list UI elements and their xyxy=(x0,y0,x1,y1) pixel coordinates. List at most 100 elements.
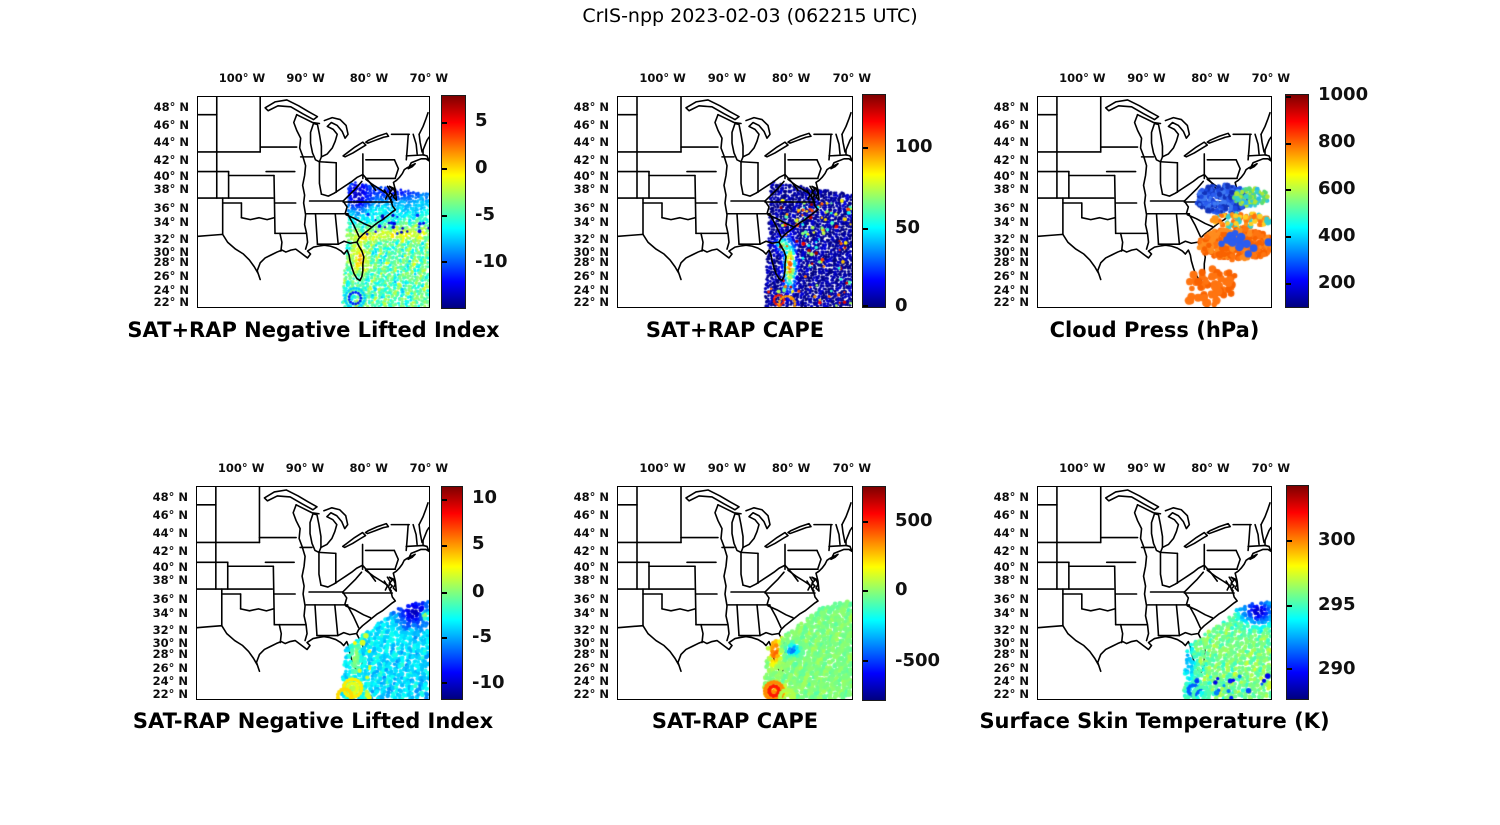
lon-tick-label: 90° W xyxy=(286,71,325,85)
lat-tick-label: 42° N xyxy=(993,543,1029,558)
colorbar-tick-mark xyxy=(442,544,447,547)
lat-tick-label: 46° N xyxy=(993,508,1029,523)
colorbar-tick-mark xyxy=(863,147,868,150)
colorbar-tick-label: 0 xyxy=(895,294,908,316)
lat-tick-label: 44° N xyxy=(993,135,1029,150)
lat-tick-label: 42° N xyxy=(152,543,188,558)
colorbar-tick-label: 50 xyxy=(895,217,921,239)
lon-tick-label: 100° W xyxy=(1059,71,1106,85)
lat-tick-label: 32° N xyxy=(573,623,609,638)
lat-tick-label: 30° N xyxy=(993,636,1029,651)
colorbar-tick-label: 10 xyxy=(472,487,498,509)
lon-tick-label: 70° W xyxy=(832,461,872,475)
lat-tick-label: 48° N xyxy=(573,100,609,115)
colorbar-tick-label: 1000 xyxy=(1318,83,1369,105)
lat-tick-label: 38° N xyxy=(573,573,609,588)
lat-tick-label: 32° N xyxy=(153,231,189,246)
lat-tick-label: 46° N xyxy=(993,118,1029,133)
colorbar-tick-label: 290 xyxy=(1318,657,1356,679)
lon-tick-label: 90° W xyxy=(1127,461,1166,475)
colorbar-tick-label: -10 xyxy=(472,672,505,694)
lat-tick-label: 26° N xyxy=(573,660,609,675)
lat-tick-label: 24° N xyxy=(573,282,609,297)
colorbar-tick-label: 200 xyxy=(1318,272,1356,294)
colorbar-tick-label: -5 xyxy=(475,203,495,225)
colorbar-tick-mark xyxy=(863,304,868,307)
lat-tick-label: 22° N xyxy=(573,294,609,309)
colorbar-gradient xyxy=(1286,95,1308,307)
lat-tick-label: 22° N xyxy=(993,294,1029,309)
lat-tick-label: 24° N xyxy=(993,282,1029,297)
lon-tick-label: 80° W xyxy=(349,461,388,475)
lat-tick-label: 26° N xyxy=(993,660,1029,675)
colorbar-tick-mark xyxy=(442,261,447,264)
satellite-data-swath xyxy=(618,487,852,699)
lat-tick-label: 30° N xyxy=(573,636,609,651)
lat-tick-label: 36° N xyxy=(573,592,609,607)
map-axes xyxy=(196,486,430,700)
lat-tick-label: 40° N xyxy=(573,559,609,574)
lon-tick-label: 90° W xyxy=(285,461,325,475)
panel-title: Cloud Press (hPa) xyxy=(1049,318,1260,342)
colorbar-tick-mark xyxy=(442,168,447,171)
lat-tick-label: 44° N xyxy=(573,135,609,150)
lat-tick-label: 38° N xyxy=(153,182,189,197)
lat-tick-label: 24° N xyxy=(152,674,188,689)
lat-tick-label: 28° N xyxy=(573,255,609,270)
lat-tick-label: 28° N xyxy=(573,647,609,662)
panel-title: SAT-RAP CAPE xyxy=(651,709,819,733)
colorbar-tick-mark xyxy=(442,499,447,502)
map-axes xyxy=(197,96,430,308)
lon-tick-label: 70° W xyxy=(1251,461,1291,475)
colorbar-tick-mark xyxy=(863,521,868,524)
colorbar-tick-label: 300 xyxy=(1318,528,1356,550)
colorbar-tick-mark xyxy=(1287,668,1292,671)
lat-tick-label: 44° N xyxy=(993,525,1029,540)
colorbar-tick-label: 400 xyxy=(1318,225,1356,247)
colorbar-tick-label: 100 xyxy=(895,135,933,157)
colorbar xyxy=(441,486,463,700)
colorbar-tick-label: 500 xyxy=(895,509,933,531)
colorbar-gradient xyxy=(863,487,885,700)
lat-tick-label: 34° N xyxy=(993,606,1029,621)
lat-tick-label: 38° N xyxy=(993,573,1029,588)
us-states-basemap xyxy=(618,97,852,282)
lat-tick-label: 46° N xyxy=(153,118,189,133)
lat-tick-label: 42° N xyxy=(573,543,609,558)
lat-tick-label: 28° N xyxy=(153,255,189,270)
panel-title: SAT+RAP CAPE xyxy=(645,318,825,342)
lon-tick-label: 100° W xyxy=(1059,461,1106,475)
lon-tick-label: 90° W xyxy=(707,71,747,85)
colorbar-tick-label: 5 xyxy=(472,533,485,555)
lat-tick-label: 22° N xyxy=(153,294,189,309)
colorbar-gradient xyxy=(863,95,885,307)
lat-tick-label: 26° N xyxy=(573,269,609,284)
colorbar-tick-label: -10 xyxy=(475,250,508,272)
lon-tick-label: 80° W xyxy=(771,461,811,475)
lat-tick-label: 34° N xyxy=(993,215,1029,230)
map-axes xyxy=(617,96,853,308)
colorbar-tick-label: 800 xyxy=(1318,131,1356,153)
lat-tick-label: 34° N xyxy=(153,215,189,230)
lon-tick-label: 100° W xyxy=(217,461,265,475)
lat-tick-label: 46° N xyxy=(152,508,188,523)
lat-tick-label: 32° N xyxy=(573,231,609,246)
lat-tick-label: 38° N xyxy=(573,182,609,197)
colorbar-tick-label: -500 xyxy=(895,649,941,671)
colorbar-tick-mark xyxy=(863,589,868,592)
lat-tick-label: 36° N xyxy=(993,592,1029,607)
lon-tick-label: 70° W xyxy=(1251,71,1291,85)
lat-tick-label: 30° N xyxy=(993,244,1029,259)
lat-tick-label: 22° N xyxy=(573,686,609,701)
lat-tick-label: 36° N xyxy=(152,592,188,607)
colorbar-tick-mark xyxy=(1286,236,1291,239)
lat-tick-label: 24° N xyxy=(993,674,1029,689)
figure-title: CrIS-npp 2023-02-03 (062215 UTC) xyxy=(582,5,918,27)
lat-tick-label: 24° N xyxy=(153,282,189,297)
lat-tick-label: 44° N xyxy=(152,525,188,540)
colorbar-tick-mark xyxy=(442,592,447,594)
lon-tick-label: 70° W xyxy=(409,461,449,475)
lat-tick-label: 40° N xyxy=(153,168,189,183)
colorbar-tick-label: 600 xyxy=(1318,178,1356,200)
map-axes xyxy=(617,486,853,700)
